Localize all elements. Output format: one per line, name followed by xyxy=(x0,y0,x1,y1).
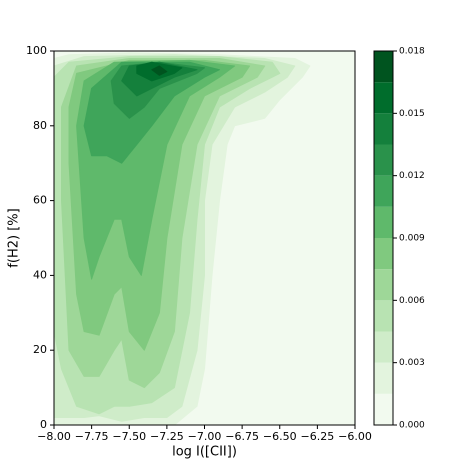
colorbar-band xyxy=(374,238,393,270)
colorbar-tick-label: 0.003 xyxy=(399,358,425,368)
colorbar-band xyxy=(374,393,393,425)
y-tick-label: 60 xyxy=(33,194,47,207)
colorbar-band xyxy=(374,362,393,394)
x-tick-label: −7.25 xyxy=(150,430,184,443)
x-tick-label: −6.00 xyxy=(338,430,372,443)
colorbar-band xyxy=(374,206,393,238)
y-tick-label: 0 xyxy=(40,418,47,431)
x-tick-label: −6.75 xyxy=(225,430,259,443)
colorbar-band xyxy=(374,51,393,83)
colorbar-band xyxy=(374,113,393,145)
colorbar-tick-label: 0.018 xyxy=(399,47,425,57)
colorbar-band xyxy=(374,269,393,301)
y-tick-label: 20 xyxy=(33,343,47,356)
x-tick-label: −7.75 xyxy=(75,430,109,443)
y-axis-label: f(H2) [%] xyxy=(7,208,22,267)
contour-region xyxy=(151,65,168,76)
colorbar-tick-label: 0.015 xyxy=(399,109,425,119)
colorbar-band xyxy=(374,175,393,207)
x-tick-label: −7.50 xyxy=(112,430,146,443)
x-tick-label: −7.00 xyxy=(188,430,222,443)
x-tick-label: −6.25 xyxy=(301,430,335,443)
colorbar-tick-label: 0.000 xyxy=(399,421,425,431)
colorbar-band xyxy=(374,144,393,176)
colorbar-band xyxy=(374,82,393,114)
colorbar-band xyxy=(374,331,393,363)
x-tick-label: −6.50 xyxy=(263,430,297,443)
y-tick-label: 40 xyxy=(33,268,47,281)
colorbar-band xyxy=(374,300,393,332)
y-tick-label: 100 xyxy=(26,44,47,57)
x-tick-label: −8.00 xyxy=(37,430,71,443)
colorbar-tick-label: 0.006 xyxy=(399,296,425,306)
colorbar-tick-label: 0.009 xyxy=(399,234,425,244)
x-axis-label: log I([CII]) xyxy=(172,445,237,460)
y-tick-label: 80 xyxy=(33,119,47,132)
colorbar-tick-label: 0.012 xyxy=(399,171,425,181)
